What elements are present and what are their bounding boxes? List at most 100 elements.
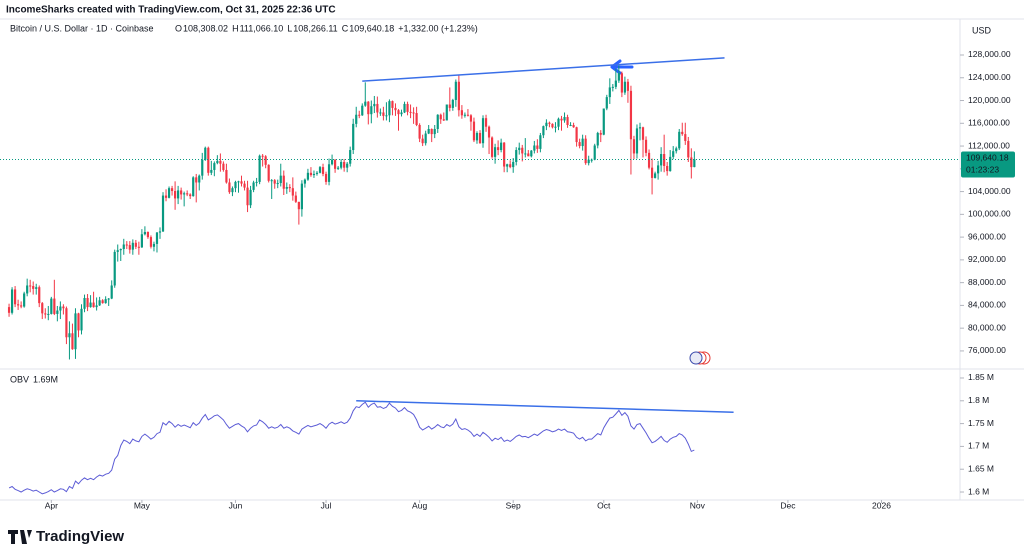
y-tick-label: 80,000.00 [968, 322, 1006, 332]
candle-body [330, 159, 334, 165]
candle-body [626, 81, 630, 91]
candle-body [436, 114, 439, 129]
candle-body [385, 115, 388, 117]
candle-body [445, 104, 448, 121]
candle-body [164, 195, 168, 198]
candle-body [243, 183, 246, 188]
candle-body [660, 154, 663, 166]
candle-body [617, 73, 620, 81]
candle-body [358, 114, 361, 116]
candle-body [312, 173, 316, 176]
candle-body [584, 138, 587, 164]
candle-body [578, 142, 581, 147]
candle-body [32, 286, 35, 289]
candle-body [41, 303, 44, 314]
candle-body [560, 118, 563, 121]
x-tick-label: Apr [45, 500, 58, 510]
candle-body [140, 234, 143, 248]
candle-body [324, 173, 328, 182]
candle-body [644, 139, 648, 153]
candle-body [575, 127, 578, 143]
candle-body [451, 99, 454, 108]
candle-body [282, 175, 285, 189]
candle-body [542, 126, 545, 136]
candle-body [663, 154, 666, 166]
candle-body [146, 231, 150, 238]
candle-body [521, 147, 524, 154]
y-tick-label: 88,000.00 [968, 277, 1006, 287]
candle-body [641, 127, 645, 140]
candle-body [463, 114, 467, 116]
candle-body [10, 289, 14, 313]
candle-body [672, 151, 675, 157]
candle-body [119, 249, 122, 251]
y-tick-label: 104,000.00 [968, 186, 1011, 196]
candle-body [125, 244, 128, 246]
candle-body [650, 167, 654, 178]
last-price-box [961, 151, 1015, 178]
y-tick-label: 100,000.00 [968, 209, 1011, 219]
candle-body [261, 155, 264, 157]
x-tick-label: Jun [229, 500, 243, 510]
candle-body [539, 135, 542, 149]
candle-body [490, 137, 494, 157]
candle-body [198, 175, 201, 183]
indicator-value: 1.69M [33, 374, 58, 384]
y-tick-label: 124,000.00 [968, 72, 1011, 82]
candle-body [684, 134, 687, 141]
candle-body [590, 159, 593, 161]
candle-body [403, 103, 406, 113]
candle-body [340, 161, 343, 168]
x-tick-label: Aug [412, 500, 427, 510]
candle-body [493, 147, 497, 157]
currency-box [966, 24, 996, 38]
candle-body [343, 161, 346, 168]
x-tick-label: 2026 [872, 500, 891, 510]
brand: TradingView [8, 528, 124, 545]
candle-body [77, 313, 80, 331]
candle-body [62, 306, 65, 309]
y-tick-label: 116,000.00 [968, 118, 1010, 128]
candle-body [177, 190, 180, 199]
candle-body [29, 285, 32, 287]
candle-body [180, 190, 183, 195]
candle-body [213, 163, 216, 170]
candle-body [83, 298, 86, 309]
trendline [362, 57, 725, 82]
candle-body [361, 105, 364, 116]
x-tick-label: Dec [780, 500, 796, 510]
candle-body [515, 150, 518, 162]
candle-body [391, 101, 394, 108]
candle-body [17, 304, 20, 306]
candle-body [35, 287, 38, 289]
candle-body [161, 195, 165, 232]
candle-body [629, 90, 633, 140]
candle-body [44, 313, 47, 315]
candle-body [409, 111, 412, 113]
y-tick-label: 84,000.00 [968, 300, 1006, 310]
candle-body [545, 122, 548, 127]
y-tick-label: 76,000.00 [968, 345, 1006, 355]
y-tick-label: 120,000.00 [968, 95, 1011, 105]
candle-body [678, 131, 681, 149]
candle-body [50, 298, 53, 314]
credit: IncomeSharks created with TradingView.co… [6, 5, 336, 16]
candle-body [484, 118, 488, 127]
candle-body [442, 119, 445, 121]
candle-body [65, 308, 68, 338]
x-tick-label: Oct [597, 500, 611, 510]
candle-body [388, 101, 391, 116]
candle-body [373, 103, 376, 107]
candle-body [309, 172, 313, 176]
candle-body [74, 313, 77, 350]
candle-body [59, 306, 62, 311]
candle-body [321, 167, 325, 174]
candle-body [681, 131, 684, 135]
candle-body [478, 132, 482, 144]
candle-body [189, 194, 192, 197]
candle-body [352, 123, 355, 151]
candle-body [80, 308, 83, 331]
obv-line [8, 401, 695, 495]
candle-body [273, 180, 276, 184]
